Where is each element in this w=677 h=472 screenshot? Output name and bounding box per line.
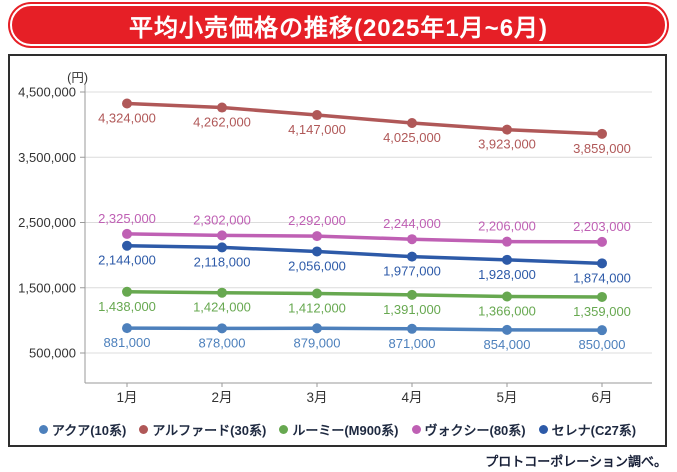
data-point	[217, 323, 227, 334]
data-point-label: 1,412,000	[288, 300, 346, 315]
series-line	[125, 101, 604, 136]
data-point-label: 4,025,000	[383, 130, 441, 145]
data-point	[597, 325, 607, 336]
data-point	[217, 102, 227, 113]
legend-item: アクア(10系)	[38, 420, 127, 439]
data-point-label: 871,000	[389, 336, 436, 351]
data-point-label: 3,923,000	[478, 137, 536, 152]
data-point-label: 2,056,000	[288, 258, 346, 273]
data-point-label: 1,438,000	[98, 299, 156, 314]
x-axis-label: 6月	[591, 390, 612, 405]
data-point	[122, 323, 132, 334]
data-point	[312, 288, 322, 299]
data-point	[597, 128, 607, 139]
x-axis-label: 5月	[496, 390, 517, 405]
data-point-label: 2,244,000	[383, 216, 441, 231]
data-point	[407, 117, 417, 128]
data-point-label: 1,359,000	[573, 304, 631, 319]
data-point-label: 1,391,000	[383, 302, 441, 317]
data-point-label: 878,000	[199, 335, 246, 350]
data-point	[312, 323, 322, 334]
legend-label: アルファード(30系)	[152, 423, 267, 438]
chart-legend: アクア(10系) アルファード(30系) ルーミー(M900系) ヴォクシー(80系)…	[10, 420, 665, 439]
y-axis-label: 4,500,000	[18, 85, 76, 100]
legend-item: アルファード(30系)	[139, 420, 266, 439]
legend-dot-icon	[538, 425, 548, 434]
data-point-label: 881,000	[104, 335, 151, 350]
legend-item: セレナ(C27系)	[538, 420, 637, 439]
page-title: 平均小売価格の推移(2025年1月~6月)	[128, 14, 549, 42]
data-point	[122, 240, 132, 251]
data-point	[597, 291, 607, 302]
data-point-label: 3,859,000	[573, 141, 631, 156]
legend-label: セレナ(C27系)	[551, 423, 637, 438]
data-point-label: 2,144,000	[98, 253, 156, 268]
data-point	[407, 234, 417, 245]
data-point	[312, 246, 322, 257]
legend-item: ヴォクシー(80系)	[411, 420, 526, 439]
y-axis-label: 1,500,000	[18, 280, 76, 295]
data-point	[597, 258, 607, 269]
data-point	[312, 231, 322, 242]
data-point-label: 4,147,000	[288, 122, 346, 137]
data-point-label: 1,977,000	[383, 264, 441, 279]
data-point	[122, 228, 132, 239]
series-line	[125, 290, 604, 299]
data-point	[597, 236, 607, 247]
data-point	[502, 124, 512, 135]
data-point	[217, 287, 227, 298]
data-point	[122, 98, 132, 109]
x-axis-label: 3月	[306, 390, 327, 405]
x-axis-label: 2月	[211, 390, 232, 405]
legend-dot-icon	[411, 425, 421, 434]
data-point	[407, 251, 417, 262]
data-point	[502, 236, 512, 247]
data-point	[407, 289, 417, 300]
price-line-chart: 4,500,000 3,500,000 2,500,000 1,500,000 500,…	[18, 71, 652, 405]
data-point	[502, 254, 512, 265]
data-point-label: 850,000	[579, 337, 626, 352]
data-point-label: 879,000	[294, 335, 341, 350]
data-point	[217, 242, 227, 253]
data-point-label: 2,302,000	[193, 212, 251, 227]
title-banner: 平均小売価格の推移(2025年1月~6月)	[10, 4, 667, 46]
legend-dot-icon	[139, 425, 149, 434]
y-axis-label: 2,500,000	[18, 215, 76, 230]
data-point	[502, 291, 512, 302]
legend-label: アクア(10系)	[51, 423, 127, 438]
legend-dot-icon	[38, 425, 48, 434]
data-point-label: 1,874,000	[573, 270, 631, 285]
data-point	[407, 323, 417, 334]
x-axis-label: 1月	[116, 390, 137, 405]
data-point-label: 1,366,000	[478, 303, 536, 318]
y-axis-label: 500,000	[29, 346, 76, 361]
y-axis-label: 3,500,000	[18, 150, 76, 165]
legend-label: ルーミー(M900系)	[292, 423, 399, 438]
data-point-label: 2,118,000	[194, 254, 251, 269]
data-point-label: 2,292,000	[288, 213, 346, 228]
data-point	[312, 110, 322, 121]
data-point	[217, 230, 227, 241]
source-note: プロトコーポレーション調べ。	[485, 454, 667, 469]
data-point	[122, 286, 132, 297]
data-point-label: 4,324,000	[98, 110, 156, 125]
data-point-label: 2,325,000	[98, 211, 156, 226]
data-point-label: 1,424,000	[193, 300, 251, 315]
series-line	[125, 243, 604, 266]
y-axis-unit-label: (円)	[67, 71, 88, 85]
chart-frame: 4,500,000 3,500,000 2,500,000 1,500,000 500,…	[8, 54, 667, 447]
series-line	[125, 232, 604, 244]
legend-item: ルーミー(M900系)	[279, 420, 399, 439]
data-point-label: 854,000	[484, 337, 531, 352]
data-point-label: 2,206,000	[478, 219, 536, 234]
data-point-label: 1,928,000	[478, 267, 536, 282]
series-line	[125, 326, 604, 332]
data-point	[502, 324, 512, 335]
legend-dot-icon	[279, 425, 289, 434]
x-axis-label: 4月	[401, 390, 422, 405]
data-point-label: 2,203,000	[573, 219, 631, 234]
data-point-label: 4,262,000	[193, 115, 251, 130]
legend-label: ヴォクシー(80系)	[424, 423, 526, 438]
